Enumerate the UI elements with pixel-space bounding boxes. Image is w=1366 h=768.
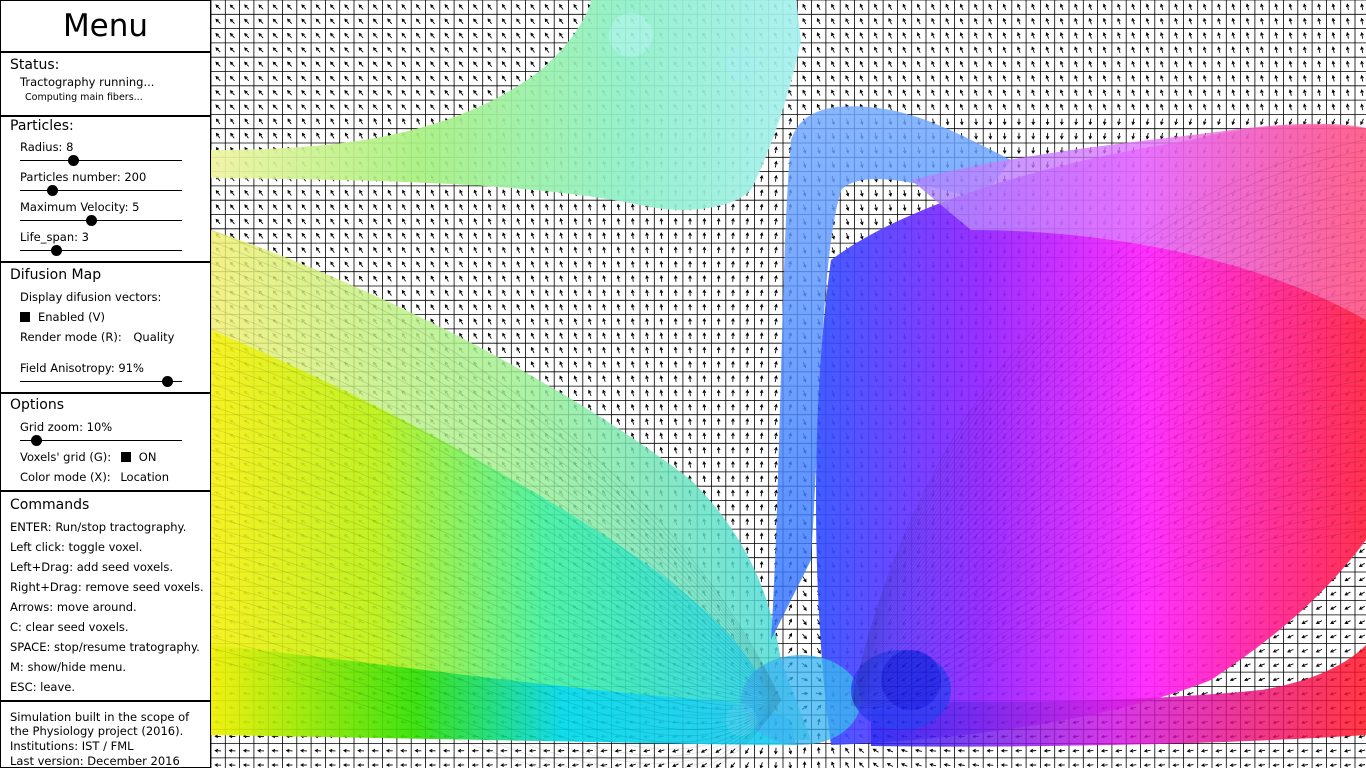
commands-section: Commands ENTER: Run/stop tractography. L… xyxy=(1,492,210,702)
status-line-1: Tractography running... xyxy=(20,75,155,89)
anisotropy-slider[interactable] xyxy=(20,376,182,388)
particles-heading: Particles: xyxy=(10,118,74,134)
display-vectors-label: Display difusion vectors: xyxy=(20,290,162,304)
voxels-grid-value: ON xyxy=(138,450,157,464)
particles-section: Particles: Radius: 8 Particles number: 2… xyxy=(1,117,210,263)
render-mode-value[interactable]: Quality xyxy=(133,330,175,344)
enabled-toggle[interactable]: Enabled (V) xyxy=(20,310,105,324)
max-velocity-label: Maximum Velocity: 5 xyxy=(20,200,140,214)
command-item: ENTER: Run/stop tractography. xyxy=(10,520,187,534)
menu-title: Menu xyxy=(62,8,149,44)
lifespan-slider[interactable] xyxy=(20,245,182,257)
difusion-heading: Difusion Map xyxy=(10,267,102,283)
difusion-section: Difusion Map Display difusion vectors: E… xyxy=(1,263,210,394)
status-heading: Status: xyxy=(10,57,60,73)
checkbox-icon[interactable] xyxy=(120,452,131,462)
options-heading: Options xyxy=(10,397,65,413)
voxels-grid-label: Voxels' grid (G): xyxy=(20,450,112,464)
fiber-bundle-top xyxy=(211,0,801,210)
command-item: Right+Drag: remove seed voxels. xyxy=(10,580,204,594)
radius-label: Radius: 8 xyxy=(20,140,74,154)
render-mode[interactable]: Render mode (R): Quality xyxy=(20,330,174,344)
tractography-canvas[interactable] xyxy=(211,0,1366,768)
about-line: Institutions: IST / FML xyxy=(10,739,134,753)
color-mode-label: Color mode (X): xyxy=(20,470,111,484)
slider-knob[interactable] xyxy=(47,185,59,196)
command-item: C: clear seed voxels. xyxy=(10,620,129,634)
slider-knob[interactable] xyxy=(50,245,62,256)
color-mode-value[interactable]: Location xyxy=(120,470,169,484)
command-item: Left click: toggle voxel. xyxy=(10,540,143,554)
slider-knob[interactable] xyxy=(86,215,98,226)
menu-header: Menu xyxy=(1,1,210,53)
command-item: SPACE: stop/resume tratography. xyxy=(10,640,200,654)
radius-slider[interactable] xyxy=(20,155,182,167)
command-item: M: show/hide menu. xyxy=(10,660,127,674)
fiber-bundle-bottom xyxy=(211,645,796,745)
about-line: the Physiology project (2016). xyxy=(10,724,184,738)
slider-knob[interactable] xyxy=(162,376,174,387)
color-mode[interactable]: Color mode (X): Location xyxy=(20,470,169,484)
fiber-bundle-right xyxy=(816,125,1366,745)
about-section: Simulation built in the scope of the Phy… xyxy=(1,702,210,768)
menu-panel: Menu Status: Tractography running... Com… xyxy=(0,0,211,768)
about-line: Simulation built in the scope of xyxy=(10,710,190,724)
max-velocity-slider[interactable] xyxy=(20,215,182,227)
about-line: Last version: December 2016 xyxy=(10,754,180,768)
voxels-grid-toggle[interactable]: Voxels' grid (G): ON xyxy=(20,450,156,464)
options-section: Options Grid zoom: 10% Voxels' grid (G):… xyxy=(1,394,210,492)
slider-knob[interactable] xyxy=(31,435,43,446)
enabled-label: Enabled (V) xyxy=(38,310,105,324)
slider-knob[interactable] xyxy=(68,155,80,166)
fiber-bundles xyxy=(211,0,1366,747)
particles-number-slider[interactable] xyxy=(20,185,182,197)
particles-number-label: Particles number: 200 xyxy=(20,170,147,184)
command-item: Arrows: move around. xyxy=(10,600,137,614)
checkbox-icon[interactable] xyxy=(20,312,30,322)
fiber-bundle-blue xyxy=(771,106,1011,640)
status-section: Status: Tractography running... Computin… xyxy=(1,53,210,117)
lifespan-label: Life_span: 3 xyxy=(20,230,89,244)
command-item: Left+Drag: add seed voxels. xyxy=(10,560,173,574)
commands-heading: Commands xyxy=(10,497,90,513)
grid-zoom-label: Grid zoom: 10% xyxy=(20,420,113,434)
status-line-2: Computing main fibers... xyxy=(25,92,143,103)
command-item: ESC: leave. xyxy=(10,680,75,694)
render-mode-label: Render mode (R): xyxy=(20,330,122,344)
grid-zoom-slider[interactable] xyxy=(20,435,182,447)
anisotropy-label: Field Anisotropy: 91% xyxy=(20,361,144,375)
